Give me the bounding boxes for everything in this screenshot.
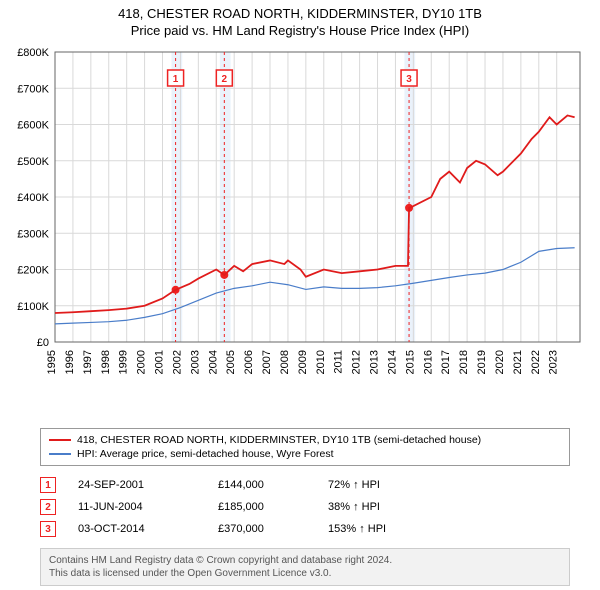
sale-date: 03-OCT-2014 xyxy=(78,523,218,535)
svg-text:£500K: £500K xyxy=(17,156,49,168)
svg-text:1996: 1996 xyxy=(64,350,76,374)
svg-text:1999: 1999 xyxy=(118,350,130,374)
line-chart: £0 £100K £200K £300K £400K £500K £600K £700K £80… xyxy=(0,42,600,422)
title-line-1: 418, CHESTER ROAD NORTH, KIDDERMINSTER, … xyxy=(10,6,590,21)
svg-text:1995: 1995 xyxy=(46,350,58,374)
sale-row: 3 03-OCT-2014£370,000153% ↑ HPI xyxy=(40,518,570,540)
svg-text:£300K: £300K xyxy=(17,228,49,240)
svg-text:2012: 2012 xyxy=(351,350,363,374)
sale-delta: 153% ↑ HPI xyxy=(328,523,386,535)
svg-text:2001: 2001 xyxy=(154,350,166,374)
svg-text:2010: 2010 xyxy=(315,350,327,374)
svg-text:2006: 2006 xyxy=(243,350,255,374)
svg-text:2005: 2005 xyxy=(225,350,237,374)
sale-badge: 3 xyxy=(40,521,56,537)
svg-text:2003: 2003 xyxy=(189,350,201,374)
svg-text:2009: 2009 xyxy=(297,350,309,374)
svg-text:2022: 2022 xyxy=(530,350,542,374)
sale-delta: 38% ↑ HPI xyxy=(328,501,380,513)
svg-text:1998: 1998 xyxy=(100,350,112,374)
attribution-footer: Contains HM Land Registry data © Crown c… xyxy=(40,548,570,586)
svg-text:£400K: £400K xyxy=(17,192,49,204)
legend-item: 418, CHESTER ROAD NORTH, KIDDERMINSTER, … xyxy=(49,433,561,447)
chart-area: £0 £100K £200K £300K £400K £500K £600K £700K £80… xyxy=(0,42,600,422)
footer-line-2: This data is licensed under the Open Gov… xyxy=(49,567,561,580)
title-line-2: Price paid vs. HM Land Registry's House … xyxy=(10,23,590,38)
svg-text:£800K: £800K xyxy=(17,47,49,59)
svg-text:£100K: £100K xyxy=(17,301,49,313)
svg-text:2013: 2013 xyxy=(369,350,381,374)
sale-delta: 72% ↑ HPI xyxy=(328,479,380,491)
svg-text:2014: 2014 xyxy=(386,350,398,374)
footer-line-1: Contains HM Land Registry data © Crown c… xyxy=(49,554,561,567)
svg-text:2020: 2020 xyxy=(494,350,506,374)
sale-date: 24-SEP-2001 xyxy=(78,479,218,491)
svg-text:2023: 2023 xyxy=(548,350,560,374)
sale-price: £144,000 xyxy=(218,479,328,491)
legend: 418, CHESTER ROAD NORTH, KIDDERMINSTER, … xyxy=(40,428,570,466)
legend-label: HPI: Average price, semi-detached house,… xyxy=(77,448,334,460)
legend-item: HPI: Average price, semi-detached house,… xyxy=(49,447,561,461)
svg-text:2015: 2015 xyxy=(404,350,416,374)
svg-text:2008: 2008 xyxy=(279,350,291,374)
svg-text:1: 1 xyxy=(173,74,179,85)
svg-text:2017: 2017 xyxy=(440,350,452,374)
chart-title: 418, CHESTER ROAD NORTH, KIDDERMINSTER, … xyxy=(0,0,600,42)
svg-text:2021: 2021 xyxy=(512,350,524,374)
svg-text:2007: 2007 xyxy=(261,350,273,374)
svg-text:2019: 2019 xyxy=(476,350,488,374)
sale-row: 1 24-SEP-2001£144,00072% ↑ HPI xyxy=(40,474,570,496)
sale-price: £185,000 xyxy=(218,501,328,513)
sale-price: £370,000 xyxy=(218,523,328,535)
svg-text:£600K: £600K xyxy=(17,120,49,132)
svg-text:2: 2 xyxy=(222,74,228,85)
sale-row: 2 11-JUN-2004£185,00038% ↑ HPI xyxy=(40,496,570,518)
legend-label: 418, CHESTER ROAD NORTH, KIDDERMINSTER, … xyxy=(77,434,481,446)
svg-text:£700K: £700K xyxy=(17,83,49,95)
svg-text:2002: 2002 xyxy=(171,350,183,374)
sale-date: 11-JUN-2004 xyxy=(78,501,218,513)
svg-text:2011: 2011 xyxy=(333,350,345,374)
sale-badge: 1 xyxy=(40,477,56,493)
svg-text:3: 3 xyxy=(406,74,412,85)
svg-text:2004: 2004 xyxy=(207,350,219,374)
svg-text:£0: £0 xyxy=(37,337,49,349)
legend-swatch xyxy=(49,453,71,455)
legend-swatch xyxy=(49,439,71,441)
svg-text:2016: 2016 xyxy=(422,350,434,374)
sale-badge: 2 xyxy=(40,499,56,515)
svg-text:2018: 2018 xyxy=(458,350,470,374)
svg-text:1997: 1997 xyxy=(82,350,94,374)
svg-text:£200K: £200K xyxy=(17,265,49,277)
svg-text:2000: 2000 xyxy=(136,350,148,374)
sales-list: 1 24-SEP-2001£144,00072% ↑ HPI 2 11-JUN-200… xyxy=(40,474,570,540)
